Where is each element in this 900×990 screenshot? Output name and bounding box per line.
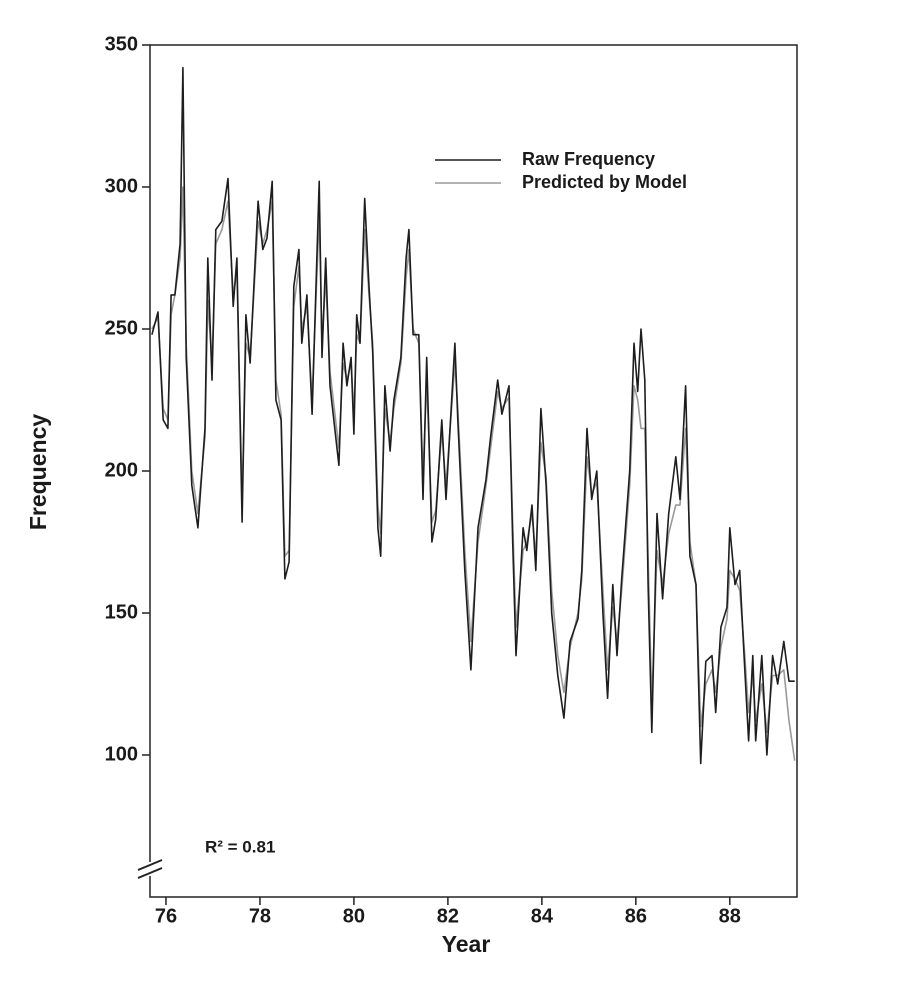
x-tick-label: 78	[249, 905, 271, 927]
x-tick-label: 86	[625, 905, 647, 927]
legend-label: Predicted by Model	[522, 172, 687, 192]
series-line	[151, 66, 795, 765]
axis-break-gap	[140, 862, 160, 876]
x-tick-label: 82	[437, 905, 459, 927]
y-tick-label: 150	[105, 601, 138, 623]
legend-label: Raw Frequency	[522, 149, 655, 169]
x-tick-label: 80	[343, 905, 365, 927]
x-tick-label: 76	[155, 905, 177, 927]
annotation: R² = 0.81	[205, 837, 275, 856]
x-axis-title: Year	[442, 931, 491, 957]
axis-break	[137, 859, 163, 871]
x-tick-label: 88	[719, 905, 741, 927]
y-tick-label: 300	[105, 175, 138, 197]
y-tick-label: 250	[105, 317, 138, 339]
axis-break	[137, 867, 163, 879]
y-tick-label: 100	[105, 743, 138, 765]
x-tick-label: 84	[531, 905, 554, 927]
y-tick-label: 350	[105, 33, 138, 55]
y-tick-label: 200	[105, 459, 138, 481]
y-axis-title: Frequency	[25, 414, 51, 531]
